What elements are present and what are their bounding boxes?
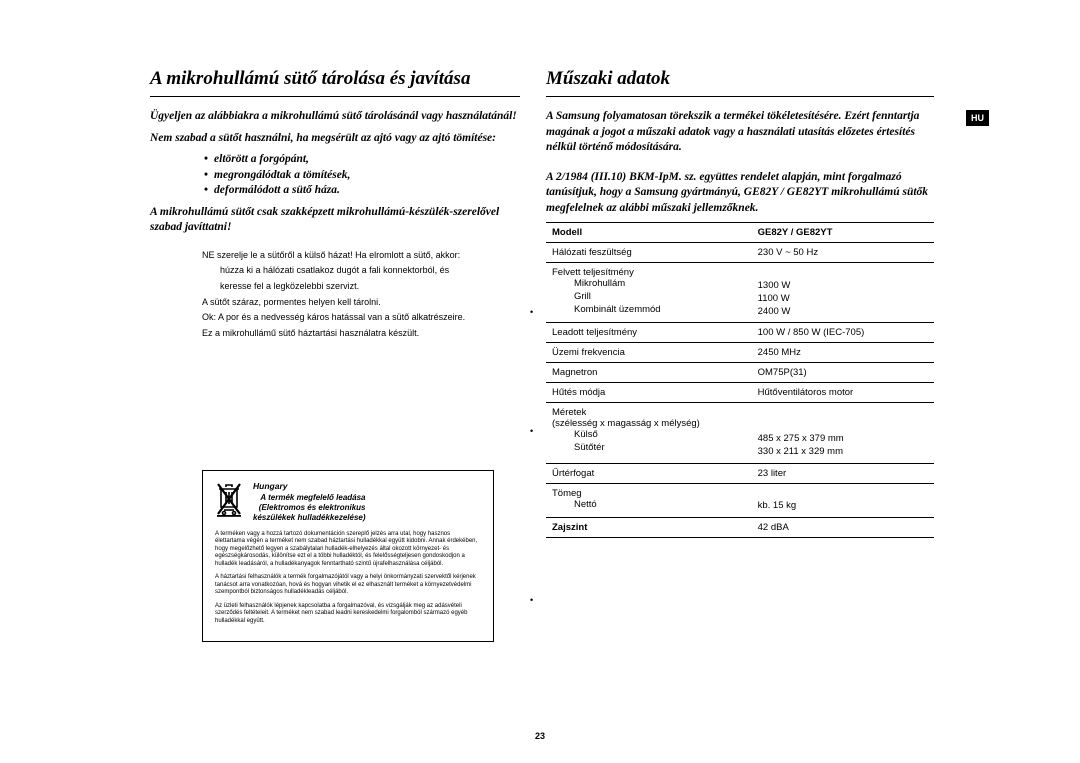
body-line: NE szerelje le a sütőről a külső házat! … — [202, 250, 520, 262]
table-row: Felvett teljesítmény Mikrohullám Grill K… — [546, 263, 934, 323]
cell-sub: Nettó — [552, 499, 746, 512]
body-line: húzza ki a hálózati csatlakoz dugót a fa… — [220, 265, 520, 277]
cell-sub: Grill — [552, 291, 746, 304]
weee-p1: A terméken vagy a hozzá tartozó dokument… — [215, 531, 481, 569]
cell-sub: kb. 15 kg — [758, 500, 928, 513]
table-row: Zajszint 42 dBA — [546, 518, 934, 538]
left-column: A mikrohullámú sütő tárolása és javítása… — [150, 68, 520, 642]
table-row: Tömeg Nettó kb. 15 kg — [546, 483, 934, 518]
decorative-bullets: • • • — [530, 308, 533, 605]
left-p2: Nem szabad a sütőt használni, ha megsérü… — [150, 131, 520, 147]
body-line: keresse fel a legközelebbi szervizt. — [220, 281, 520, 293]
cell-value: 1300 W 1100 W 2400 W — [752, 263, 934, 323]
cell-sub: Kombinált üzemmód — [552, 304, 746, 317]
cell-sub: Külső — [552, 429, 746, 442]
cell-text: (szélesség x magasság x mélység) — [552, 418, 700, 429]
body-line: Ez a mikrohullámű sütő háztartási haszná… — [202, 328, 520, 340]
cell-label: Hálózati feszültség — [546, 243, 752, 263]
weee-p2: A háztartási felhasználók a termék forga… — [215, 574, 481, 597]
cell-sub: Mikrohullám — [552, 278, 746, 291]
left-p3: A mikrohullámú sütőt csak szakképzett mi… — [150, 205, 520, 236]
table-row: Üzemi frekvencia 2450 MHz — [546, 343, 934, 363]
cell-sub: 2400 W — [758, 306, 928, 319]
table-row: Magnetron OM75P(31) — [546, 363, 934, 383]
right-p2: A 2/1984 (III.10) BKM-IpM. sz. együttes … — [546, 170, 934, 217]
table-row: Méretek (szélesség x magasság x mélység)… — [546, 403, 934, 463]
cell-label: Tömeg Nettó — [546, 483, 752, 518]
right-column: HU Műszaki adatok A Samsung folyamatosan… — [546, 68, 934, 642]
cell-value: kb. 15 kg — [752, 483, 934, 518]
weee-p3: Az üzleti felhasználók lépjenek kapcsola… — [215, 603, 481, 626]
table-row: Leadott teljesítmény 100 W / 850 W (IEC-… — [546, 323, 934, 343]
language-tab: HU — [966, 110, 989, 126]
cell-value: 230 V ~ 50 Hz — [752, 243, 934, 263]
table-row: Hálózati feszültség 230 V ~ 50 Hz — [546, 243, 934, 263]
page-number: 23 — [0, 731, 1080, 741]
cell-value: 2450 MHz — [752, 343, 934, 363]
bullet-item: megrongálódtak a tömítések, — [204, 168, 520, 184]
cell-value: 42 dBA — [752, 518, 934, 538]
cell-label: Méretek (szélesség x magasság x mélység)… — [546, 403, 752, 463]
right-title: Műszaki adatok — [546, 68, 934, 97]
cell-value: OM75P(31) — [752, 363, 934, 383]
right-p1: A Samsung folyamatosan törekszik a termé… — [546, 109, 934, 156]
cell-value: 23 liter — [752, 463, 934, 483]
cell-sub: Sütőtér — [552, 442, 746, 455]
cell-label: Zajszint — [546, 518, 752, 538]
cell-sub: 485 x 275 x 379 mm — [758, 433, 928, 446]
body-line: A sütőt száraz, pormentes helyen kell tá… — [202, 297, 520, 309]
table-row: Hűtés módja Hűtőventilátoros motor — [546, 383, 934, 403]
spec-table: Modell GE82Y / GE82YT Hálózati feszültsé… — [546, 222, 934, 538]
table-row: Űrtérfogat 23 liter — [546, 463, 934, 483]
cell-sub: 1300 W — [758, 280, 928, 293]
weee-title: A termék megfelelő leadása (Elektromos é… — [253, 493, 366, 523]
left-title: A mikrohullámú sütő tárolása és javítása — [150, 68, 520, 97]
cell-label: Űrtérfogat — [546, 463, 752, 483]
weee-country: Hungary — [253, 481, 366, 491]
weee-header: Hungary A termék megfelelő leadása (Elek… — [215, 481, 481, 523]
cell-label: Leadott teljesítmény — [546, 323, 752, 343]
weee-box: Hungary A termék megfelelő leadása (Elek… — [202, 470, 494, 643]
cell-label: Felvett teljesítmény Mikrohullám Grill K… — [546, 263, 752, 323]
cell-text: Méretek — [552, 407, 586, 418]
bullet-item: eltörött a forgópánt, — [204, 152, 520, 168]
th-value: GE82Y / GE82YT — [752, 223, 934, 243]
cell-label: Magnetron — [546, 363, 752, 383]
cell-value: Hűtőventilátoros motor — [752, 383, 934, 403]
cell-text: Tömeg — [552, 488, 582, 499]
th-model: Modell — [546, 223, 752, 243]
left-p1: Ügyeljen az alábbiakra a mikrohullámú sü… — [150, 109, 520, 125]
cell-value: 485 x 275 x 379 mm 330 x 211 x 329 mm — [752, 403, 934, 463]
weee-icon — [215, 481, 243, 517]
cell-label: Hűtés módja — [546, 383, 752, 403]
left-bullet-list: eltörött a forgópánt, megrongálódtak a t… — [150, 152, 520, 199]
cell-text: Felvett teljesítmény — [552, 267, 634, 278]
page-content: A mikrohullámú sütő tárolása és javítása… — [150, 68, 936, 642]
cell-label: Üzemi frekvencia — [546, 343, 752, 363]
body-line: Ok: A por és a nedvesség káros hatással … — [202, 312, 520, 324]
cell-sub: 1100 W — [758, 293, 928, 306]
weee-title-block: Hungary A termék megfelelő leadása (Elek… — [253, 481, 366, 523]
cell-value: 100 W / 850 W (IEC-705) — [752, 323, 934, 343]
bullet-item: deformálódott a sütő háza. — [204, 183, 520, 199]
table-row: Modell GE82Y / GE82YT — [546, 223, 934, 243]
cell-sub: 330 x 211 x 329 mm — [758, 446, 928, 459]
